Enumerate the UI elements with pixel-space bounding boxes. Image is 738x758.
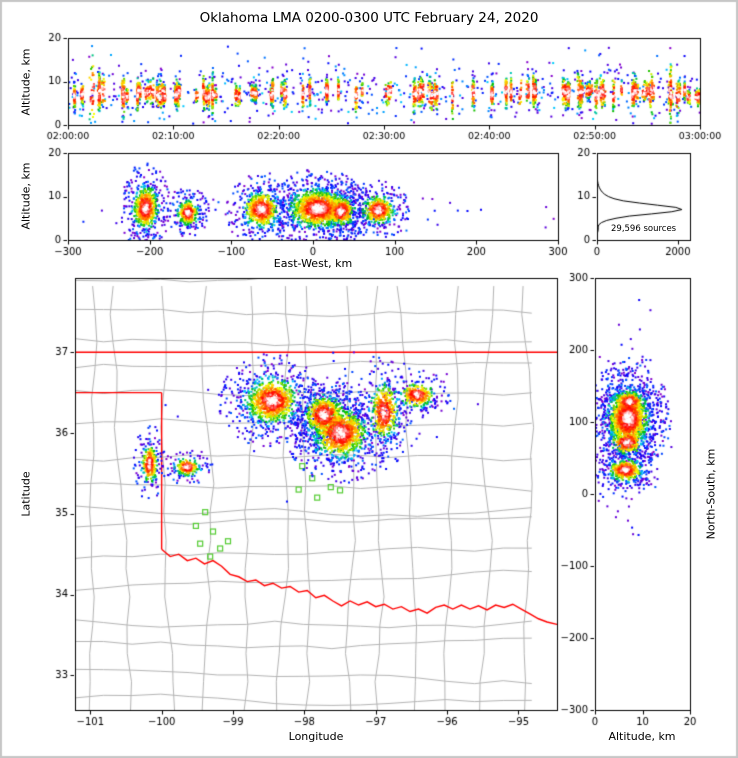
east-west-panel-xlabel: East-West, km <box>273 257 353 270</box>
north-south-panel-xlabel: Altitude, km <box>608 730 676 743</box>
map-ylabel: Latitude <box>19 471 33 517</box>
time-panel-ylabel: Altitude, km <box>19 48 33 116</box>
time-altitude-panel <box>68 38 700 125</box>
north-south-altitude-panel <box>595 278 690 710</box>
map-xlabel: Longitude <box>288 730 344 743</box>
chart-title: Oklahoma LMA 0200-0300 UTC February 24, … <box>199 10 539 26</box>
east-west-altitude-panel <box>68 153 558 240</box>
plan-view-map-panel <box>75 278 557 710</box>
source-count-annotation: 29,596 sources <box>611 224 677 234</box>
east-west-panel-ylabel: Altitude, km <box>19 162 33 230</box>
north-south-panel-ylabel: North-South, km <box>704 448 718 540</box>
